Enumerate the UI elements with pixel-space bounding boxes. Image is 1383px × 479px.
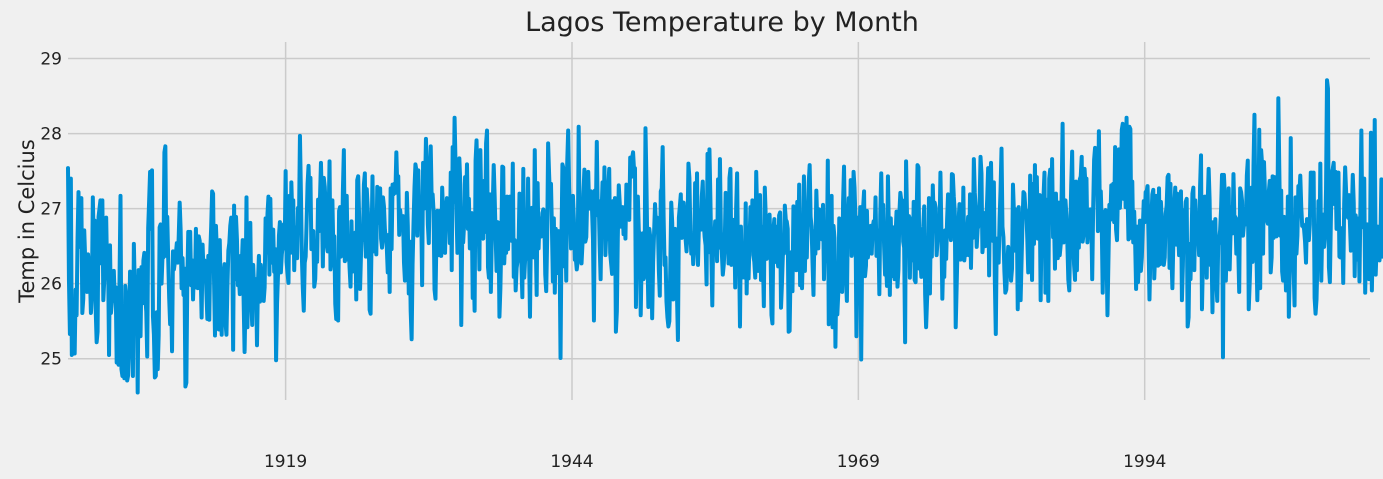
y-tick-label: 27 xyxy=(40,200,62,220)
y-tick-label: 25 xyxy=(40,350,62,370)
y-tick-label: 28 xyxy=(40,125,62,145)
y-axis-label: Temp in Celcius xyxy=(15,139,39,304)
y-tick-label: 26 xyxy=(40,275,62,295)
x-tick-label: 1994 xyxy=(1123,452,1166,472)
tick-labels: 25 26 27 28 29 1919 1944 1969 1994 xyxy=(40,50,1166,472)
chart-title: Lagos Temperature by Month xyxy=(525,7,919,38)
x-tick-label: 1969 xyxy=(837,452,880,472)
x-tick-label: 1944 xyxy=(550,452,593,472)
x-tick-label: 1919 xyxy=(264,452,307,472)
series-line-temperature xyxy=(66,78,1383,395)
y-tick-label: 29 xyxy=(40,50,62,70)
